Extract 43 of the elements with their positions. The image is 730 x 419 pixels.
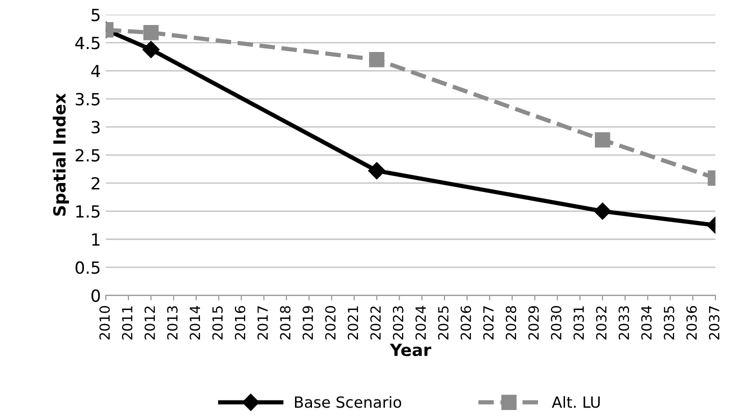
x-tick-label: 2019 (302, 306, 314, 340)
y-tick-label: 3.5 (76, 92, 100, 106)
x-axis-title: Year (390, 344, 432, 356)
x-tick-label: 2017 (257, 306, 268, 340)
y-tick-label: 0.5 (76, 261, 100, 274)
x-tick-label: 2024 (415, 306, 426, 340)
x-tick-label: 2018 (280, 306, 290, 340)
x-tick-label: 2035 (664, 306, 674, 340)
x-tick-label: 2016 (234, 306, 246, 340)
x-tick-label: 2034 (641, 306, 652, 340)
y-tick-label: 1 (92, 233, 100, 246)
x-tick-label: 2025 (438, 306, 449, 340)
x-tick-label: 2014 (190, 306, 200, 340)
x-tick-label: 2012 (144, 306, 156, 340)
x-tick-label: 2013 (167, 306, 178, 340)
y-tick-label: 0 (91, 289, 100, 302)
y-tick-label: 2.5 (76, 148, 100, 162)
legend-label: Base Scenario (295, 396, 402, 408)
legend-label: Alt. LU (552, 396, 600, 408)
y-tick-label: 5 (92, 8, 100, 22)
x-tick-label: 2037 (708, 306, 720, 340)
y-tick-label: 4.5 (75, 36, 100, 50)
x-tick-label: 2030 (550, 306, 562, 340)
x-tick-label: 2036 (686, 306, 697, 340)
y-tick-label: 3 (92, 120, 100, 134)
x-tick-label: 2029 (528, 306, 539, 340)
x-tick-label: 2032 (596, 306, 607, 340)
x-tick-label: 2027 (483, 306, 494, 340)
x-tick-label: 2028 (506, 306, 516, 340)
y-tick-label: 2 (92, 177, 100, 190)
x-tick-label: 2022 (370, 306, 381, 340)
y-axis-title: Spatial Index (52, 93, 69, 216)
x-tick-label: 2021 (348, 306, 358, 340)
y-tick-label: 1.5 (76, 205, 100, 218)
y-tick-label: 4 (91, 64, 100, 78)
x-tick-label: 2026 (460, 306, 472, 340)
x-tick-label: 2033 (618, 306, 630, 340)
x-tick-label: 2010 (99, 306, 110, 340)
x-tick-label: 2011 (122, 306, 132, 340)
x-tick-label: 2031 (573, 306, 584, 340)
x-tick-label: 2020 (325, 306, 336, 340)
x-tick-label: 2015 (212, 306, 223, 340)
x-tick-label: 2023 (392, 306, 404, 340)
